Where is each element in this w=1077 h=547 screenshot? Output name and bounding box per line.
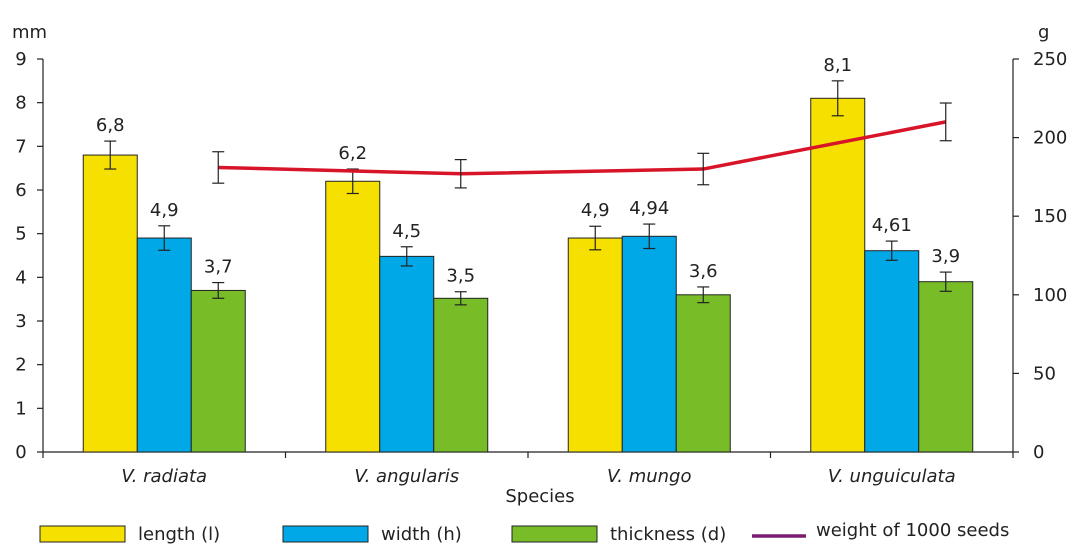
right-axis-unit: g [1038, 22, 1049, 43]
legend: length (l) width (h) thickness (d) weight o… [39, 520, 1009, 545]
axes: 0 1 2 3 4 5 6 7 8 9 0 50 100 150 200 250 V. radiata V. an… [15, 49, 1067, 487]
data-label: 6,2 [338, 143, 367, 164]
left-tick-label: 0 [15, 442, 26, 463]
bar [621, 235, 677, 453]
right-tick-label: 0 [1033, 442, 1044, 463]
right-tick-label: 100 [1033, 285, 1067, 306]
left-tick-label: 5 [15, 224, 26, 245]
x-tick-label: V. unguiculata [828, 466, 956, 487]
data-label: 6,8 [96, 115, 125, 136]
bars [82, 80, 974, 453]
data-label: 8,1 [823, 55, 852, 76]
data-label: 3,6 [689, 261, 718, 282]
data-label: 4,9 [581, 200, 610, 221]
right-tick-label: 150 [1033, 206, 1067, 227]
data-label: 3,9 [931, 246, 960, 267]
x-axis-title: Species [505, 486, 574, 507]
bar [864, 250, 920, 453]
left-axis-unit: mm [12, 22, 47, 43]
legend-swatch [511, 525, 598, 543]
right-tick-label: 250 [1033, 49, 1067, 70]
data-labels: 6,8 4,9 3,7 6,2 4,5 3,5 4,9 4,94 3,6 8,1 4,61 3,9 [96, 55, 960, 287]
left-tick-label: 7 [15, 136, 26, 157]
data-label: 4,61 [872, 215, 912, 236]
data-label: 4,5 [392, 221, 421, 242]
bar [433, 297, 489, 453]
bar [136, 237, 192, 453]
left-tick-label: 1 [15, 398, 26, 419]
left-tick-label: 3 [15, 311, 26, 332]
left-tick-label: 9 [15, 49, 26, 70]
data-label: 3,7 [204, 257, 233, 278]
x-tick-label: V. angularis [354, 466, 459, 487]
x-tick-label: V. radiata [121, 466, 207, 487]
legend-swatch [39, 525, 126, 543]
bar [82, 154, 138, 453]
left-tick-label: 2 [15, 355, 26, 376]
left-tick-label: 4 [15, 267, 26, 288]
bar [567, 237, 623, 453]
data-label: 4,94 [629, 198, 669, 219]
bar [325, 180, 381, 453]
bar [190, 289, 246, 453]
legend-label: thickness (d) [610, 524, 726, 545]
bar [918, 281, 974, 453]
data-label: 3,5 [446, 266, 475, 287]
x-tick-label: V. mungo [607, 466, 691, 487]
legend-swatch [282, 525, 369, 543]
left-tick-label: 6 [15, 180, 26, 201]
right-tick-label: 200 [1033, 128, 1067, 149]
weight-line [212, 102, 952, 189]
weight-series-line [218, 120, 947, 176]
bar [810, 97, 866, 453]
bar [379, 255, 435, 453]
right-tick-label: 50 [1033, 363, 1056, 384]
legend-label: width (h) [381, 524, 462, 545]
legend-label: weight of 1000 seeds [816, 520, 1009, 541]
bar [675, 294, 731, 453]
legend-label: length (l) [138, 524, 220, 545]
left-tick-label: 8 [15, 93, 26, 114]
data-label: 4,9 [150, 200, 179, 221]
